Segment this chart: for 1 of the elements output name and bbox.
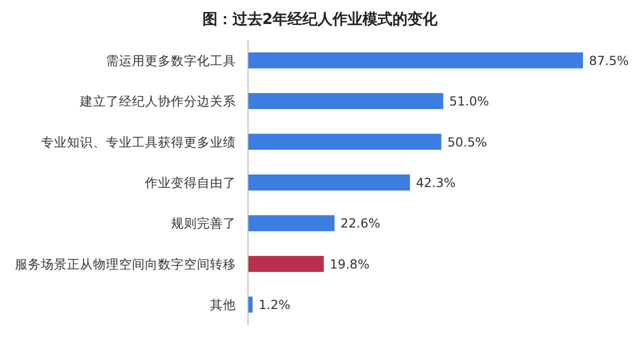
- title: 图：过去2年经纪人作业模式的变化: [202, 10, 438, 28]
